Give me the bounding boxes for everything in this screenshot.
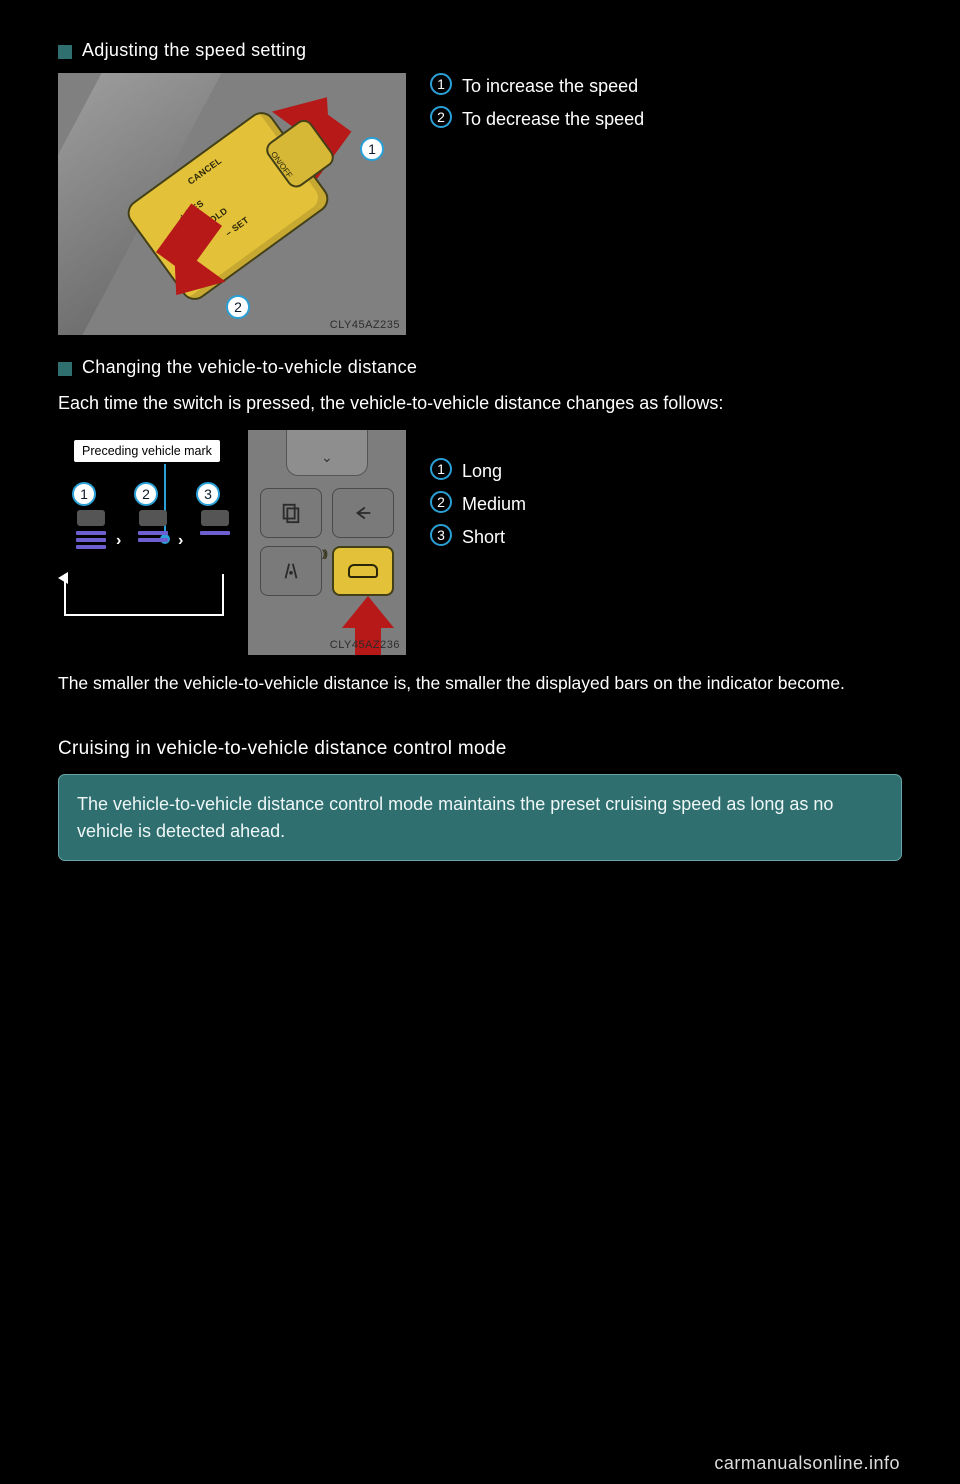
chevron-down-icon: ⌄	[321, 449, 333, 466]
cycle-loop-icon	[64, 580, 224, 616]
callout-badge-2: 2	[226, 295, 250, 319]
figure-lever: CANCEL + RES HOLD – SET ON/OFF 1 2 CLY45…	[58, 73, 406, 335]
chevron-right-icon: ›	[178, 532, 183, 550]
callout-number-icon: 2	[430, 106, 452, 128]
return-arrow-icon	[352, 502, 374, 524]
section-header: Adjusting the speed setting	[58, 40, 902, 61]
info-box: The vehicle-to-vehicle distance control …	[58, 774, 902, 860]
button-back	[332, 488, 394, 538]
distance-switch-button: )))	[332, 546, 394, 596]
square-bullet-icon	[58, 362, 72, 376]
section-adjust-speed: Adjusting the speed setting CANCEL + RES…	[58, 40, 902, 335]
mode-heading: Cruising in vehicle-to-vehicle distance …	[58, 738, 902, 760]
callout-text: Short	[462, 524, 505, 551]
callout-text: Long	[462, 458, 502, 485]
section-intro: Each time the switch is pressed, the veh…	[58, 390, 902, 416]
info-text: The vehicle-to-vehicle distance control …	[77, 794, 833, 840]
callout-item: 3 Short	[430, 524, 902, 551]
callout-number-icon: 3	[430, 524, 452, 546]
lever-label-onoff: ON/OFF	[269, 150, 294, 180]
preceding-vehicle-label: Preceding vehicle mark	[74, 440, 220, 462]
callout-text: Medium	[462, 491, 526, 518]
callout-number-icon: 1	[430, 458, 452, 480]
lever-label-set: – SET	[223, 215, 250, 239]
callout-item: 1 Long	[430, 458, 902, 485]
lane-assist-icon	[280, 560, 302, 582]
pages-icon	[280, 502, 302, 524]
distance-short-icon	[194, 510, 236, 570]
figure-display-panel: Preceding vehicle mark › › 1	[58, 430, 248, 655]
section-after-text: The smaller the vehicle-to-vehicle dista…	[58, 671, 902, 696]
callout-item: 2 Medium	[430, 491, 902, 518]
callout-list: 1 To increase the speed 2 To decrease th…	[430, 73, 902, 139]
section-header: Changing the vehicle-to-vehicle distance	[58, 357, 902, 378]
rocker-button-shape: ⌄	[286, 430, 368, 476]
chevron-right-icon: ›	[116, 532, 121, 550]
callout-text: To increase the speed	[462, 73, 638, 100]
callout-number-icon: 1	[430, 73, 452, 95]
distance-long-icon	[70, 510, 112, 570]
section-title: Changing the vehicle-to-vehicle distance	[82, 357, 417, 378]
callout-item: 1 To increase the speed	[430, 73, 902, 100]
footer-source: carmanualsonline.info	[714, 1453, 900, 1474]
callout-badge-3: 3	[196, 482, 220, 506]
figure-distance-switch: Preceding vehicle mark › › 1	[58, 430, 406, 655]
button-generic	[260, 488, 322, 538]
callout-number-icon: 2	[430, 491, 452, 513]
callout-item: 2 To decrease the speed	[430, 106, 902, 133]
figure-id: CLY45AZ235	[330, 319, 400, 331]
lever-label-cancel: CANCEL	[186, 155, 224, 186]
radar-waves-icon: )))	[322, 549, 326, 560]
callout-badge-1: 1	[72, 482, 96, 506]
figure-id: CLY45AZ236	[330, 639, 400, 651]
section-vehicle-distance: Changing the vehicle-to-vehicle distance…	[58, 357, 902, 696]
callout-list: 1 Long 2 Medium 3 Short	[430, 430, 902, 557]
car-outline-icon	[348, 564, 378, 578]
square-bullet-icon	[58, 45, 72, 59]
button-lane	[260, 546, 322, 596]
callout-badge-2: 2	[134, 482, 158, 506]
callout-badge-1: 1	[360, 137, 384, 161]
cycle-arrow-icon	[58, 572, 68, 584]
callout-text: To decrease the speed	[462, 106, 644, 133]
press-arrow-icon	[342, 596, 394, 628]
distance-medium-icon	[132, 510, 174, 570]
section-title: Adjusting the speed setting	[82, 40, 306, 61]
figure-button-panel: ⌄ ))) CLY45AZ236	[248, 430, 406, 655]
